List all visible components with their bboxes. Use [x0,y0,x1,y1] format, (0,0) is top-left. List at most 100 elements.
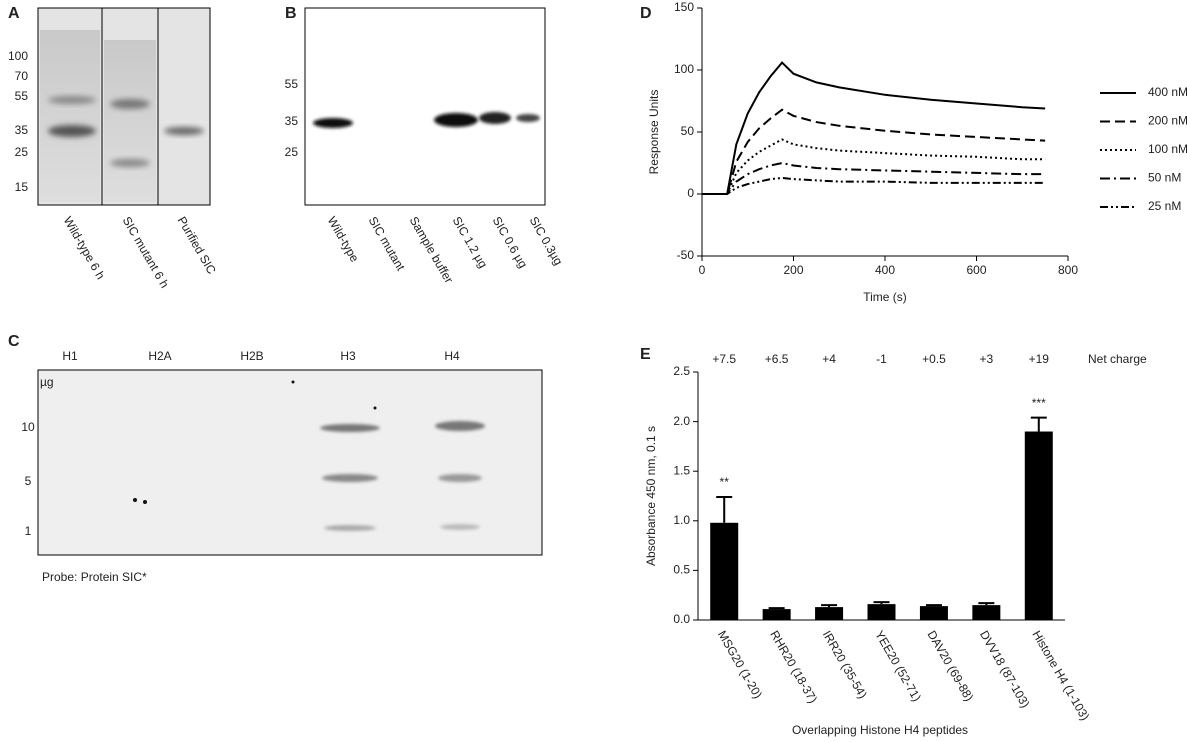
y-tick-label: 100 [674,62,694,76]
lane-label: SIC 1.2 µg [450,214,491,270]
lane-label: SIC 0.3µg [527,214,566,267]
blot-spot [435,421,485,431]
y-tick-label: -50 [677,248,695,262]
net-charge: +0.5 [922,352,946,366]
mw-label: 15 [15,180,29,194]
legend-label: 200 nM [1148,114,1187,128]
legend-label: 50 nM [1148,171,1181,185]
data-line [702,161,1046,195]
x-tick-label: 400 [875,263,895,277]
y-axis-label: Response Units [647,90,661,175]
x-tick-label: IRR20 (35-54) [820,628,870,701]
x-tick-label: Histone H4 (1-103) [1029,628,1092,723]
lane-label: Sample buffer [407,214,456,286]
panel-label: E [640,346,651,363]
blot-frame [304,7,546,206]
y-tick-label: 150 [674,0,694,14]
x-tick-label: 200 [783,263,803,277]
significance: ** [720,475,730,489]
blot-band [516,114,540,122]
lane-label: Wild-type [325,214,362,265]
x-tick-label: MSG20 (1-20) [715,628,765,701]
mw-label: 35 [285,114,299,128]
gel-band [110,159,150,167]
net-charge: +6.5 [765,352,789,366]
bar [762,609,791,620]
x-tick-label: YEE20 (52-71) [872,628,924,704]
significance: *** [1032,396,1046,410]
x-tick-label: 0 [699,263,706,277]
x-tick-label: 600 [966,263,986,277]
x-tick-label: 800 [1058,263,1078,277]
blot-speck [133,498,137,502]
column-label: H1 [62,349,78,363]
legend-label: 100 nM [1148,142,1187,156]
legend-label: 25 nM [1148,199,1181,213]
mw-label: 35 [15,123,29,137]
lane-label: Purified SIC [175,214,219,277]
blot-speck [291,380,295,384]
y-tick-label: 0.5 [673,563,690,577]
panel-label: A [8,5,20,22]
bar [815,607,844,620]
unit-label: µg [40,375,54,389]
net-charge: -1 [876,352,887,366]
gel-band [48,96,96,104]
y-tick-label: 0.0 [673,612,690,626]
blot-spot [322,474,378,482]
blot-spot [324,525,376,531]
net-charge: +3 [980,352,994,366]
panel-label: D [640,5,652,22]
panel-label: B [285,5,297,22]
y-tick-label: 1.0 [673,513,690,527]
mw-label: 25 [285,145,299,159]
lane-label: Wild-type 6 h [61,214,108,282]
y-axis-label: Absorbance 450 nm, 0.1 s [644,426,658,566]
column-label: H4 [444,349,460,363]
blot-spot [440,524,480,530]
blot-spot [320,424,380,432]
row-label: 5 [25,474,32,488]
gel-band [48,125,96,137]
bar [710,522,739,620]
x-axis-label: Time (s) [863,290,907,304]
column-label: H2B [240,349,263,363]
data-line [702,138,1046,195]
mw-label: 100 [8,49,28,63]
bar [972,605,1001,620]
y-tick-label: 1.5 [673,463,690,477]
bar [867,604,896,620]
column-label: H2A [148,349,171,363]
blot-spot [438,474,482,482]
lane-label: SIC mutant 6 h [120,214,172,290]
net-charge: +7.5 [712,352,736,366]
y-tick-label: 0 [687,186,694,200]
bar [919,606,948,620]
y-tick-label: 50 [681,124,695,138]
row-label: 10 [21,420,35,434]
y-tick-label: 2.0 [673,414,690,428]
blot-speck [373,406,377,410]
column-label: H3 [340,349,356,363]
net-charge: +19 [1029,352,1050,366]
x-axis-label: Overlapping Histone H4 peptides [792,723,968,737]
blot-b [304,7,546,206]
panel-label: C [8,333,20,350]
net-charge-title: Net charge [1088,352,1147,366]
caption: Probe: Protein SIC* [42,570,147,584]
bar [1024,431,1053,620]
data-line [702,176,1046,195]
mw-label: 70 [15,69,29,83]
y-tick-label: 2.5 [673,364,690,378]
mw-label: 55 [285,77,299,91]
gel-a [37,7,211,206]
gel-lane [104,40,156,202]
row-label: 1 [25,524,32,538]
x-tick-label: RHR20 (18-37) [767,628,820,705]
gel-lane [40,30,100,202]
blot-c [37,369,543,556]
blot-band [434,113,478,127]
data-line [702,61,1046,195]
lane-label: SIC mutant [366,214,408,274]
